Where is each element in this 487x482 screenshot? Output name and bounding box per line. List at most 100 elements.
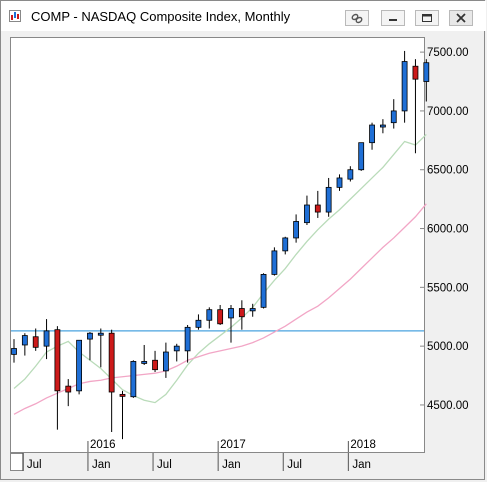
candle-body-up [379, 124, 386, 128]
candle [260, 273, 267, 309]
candle [217, 304, 224, 325]
candle-body-down [152, 359, 158, 371]
candle [97, 328, 104, 368]
candle [162, 342, 169, 378]
candle-body-up [401, 61, 408, 112]
y-tick-label: 5000.00 [427, 341, 469, 353]
candle-body-up [195, 319, 202, 328]
candle-body-up [282, 237, 289, 252]
candle [206, 307, 213, 329]
candle-body-down [108, 332, 115, 393]
candle [32, 328, 39, 351]
x-tick-label: Jul [27, 459, 42, 471]
candle [423, 59, 430, 102]
minimize-button[interactable] [381, 10, 405, 26]
candle-body-down [238, 308, 245, 318]
candle-body-up [141, 361, 148, 364]
candle [173, 343, 180, 362]
candle-body-down [54, 329, 61, 392]
y-tick-label: 5500.00 [427, 282, 469, 294]
candle [369, 122, 375, 150]
candle [412, 59, 419, 154]
chart-corner-box [10, 453, 24, 471]
candle-body-up [423, 62, 430, 82]
candle [314, 190, 321, 218]
candle [249, 303, 256, 317]
candle-body-down [314, 204, 321, 213]
candle [282, 236, 289, 255]
candle [293, 214, 300, 243]
candle-body-up [293, 221, 300, 239]
y-tick-label: 4500.00 [427, 400, 469, 412]
candle [184, 324, 191, 363]
candle-body-up [11, 348, 17, 355]
title-bar[interactable]: COMP - NASDAQ Composite Index, Monthly [1, 1, 486, 31]
maximize-icon [422, 14, 432, 22]
close-icon [456, 13, 466, 23]
candle-body-up [347, 169, 354, 180]
y-tick-label: 7500.00 [427, 47, 469, 59]
candle [119, 390, 126, 440]
y-tick-label: 7000.00 [427, 106, 469, 118]
app-chart-icon [9, 10, 21, 22]
candle [21, 333, 28, 356]
candle-body-up [325, 186, 332, 213]
candle [228, 304, 234, 343]
y-tick-label: 6500.00 [427, 165, 469, 177]
x-tick-label: Jan [222, 459, 241, 471]
moving-average-line [13, 203, 427, 415]
candle-body-up [228, 308, 234, 319]
candle [390, 99, 397, 129]
candle-body-up [304, 204, 310, 224]
candle-body-up [184, 326, 191, 352]
close-button[interactable] [449, 10, 473, 26]
candle-body-down [217, 309, 224, 325]
candle-body-up [21, 335, 28, 346]
minimize-icon [389, 19, 397, 21]
candle-body-up [173, 345, 180, 352]
candle [141, 344, 148, 365]
candle-body-up [369, 124, 375, 144]
candle [379, 119, 386, 134]
x-tick-label: Jul [287, 459, 302, 471]
candle [358, 142, 365, 171]
candle-body-up [260, 274, 267, 308]
window-title: COMP - NASDAQ Composite Index, Monthly [31, 9, 291, 24]
x-tick-label: Jul [157, 459, 172, 471]
year-label: 2018 [350, 439, 376, 451]
candle-body-down [119, 393, 126, 397]
candle [238, 300, 245, 330]
candle-body-down [32, 336, 39, 348]
candle [65, 379, 72, 407]
x-tick-label: Jan [92, 459, 111, 471]
candle-body-down [65, 385, 72, 393]
moving-average-line [13, 133, 427, 404]
candle-body-up [271, 250, 278, 275]
candle-body-up [206, 309, 213, 321]
candle-body-up [76, 339, 82, 392]
candle [304, 195, 310, 226]
link-button[interactable] [345, 10, 369, 26]
maximize-button[interactable] [415, 10, 439, 26]
candle-body-up [336, 177, 343, 188]
candle-body-up [358, 142, 365, 171]
candle [271, 247, 278, 276]
candle [43, 319, 50, 360]
candle [152, 350, 158, 373]
candle [401, 50, 408, 123]
y-tick-label: 6000.00 [427, 224, 469, 236]
candle-body-up [130, 361, 137, 398]
candle [195, 314, 202, 330]
candle-body-up [87, 332, 93, 340]
year-label: 2016 [90, 439, 116, 451]
x-tick-label: Jan [352, 459, 371, 471]
candle [325, 177, 332, 217]
candle-body-up [249, 308, 256, 312]
candle [347, 166, 354, 182]
candle-body-up [97, 332, 104, 336]
candle-body-up [162, 351, 169, 372]
candle-body-down [412, 65, 419, 80]
candle-body-up [390, 110, 397, 124]
candle-body-up [43, 330, 50, 347]
